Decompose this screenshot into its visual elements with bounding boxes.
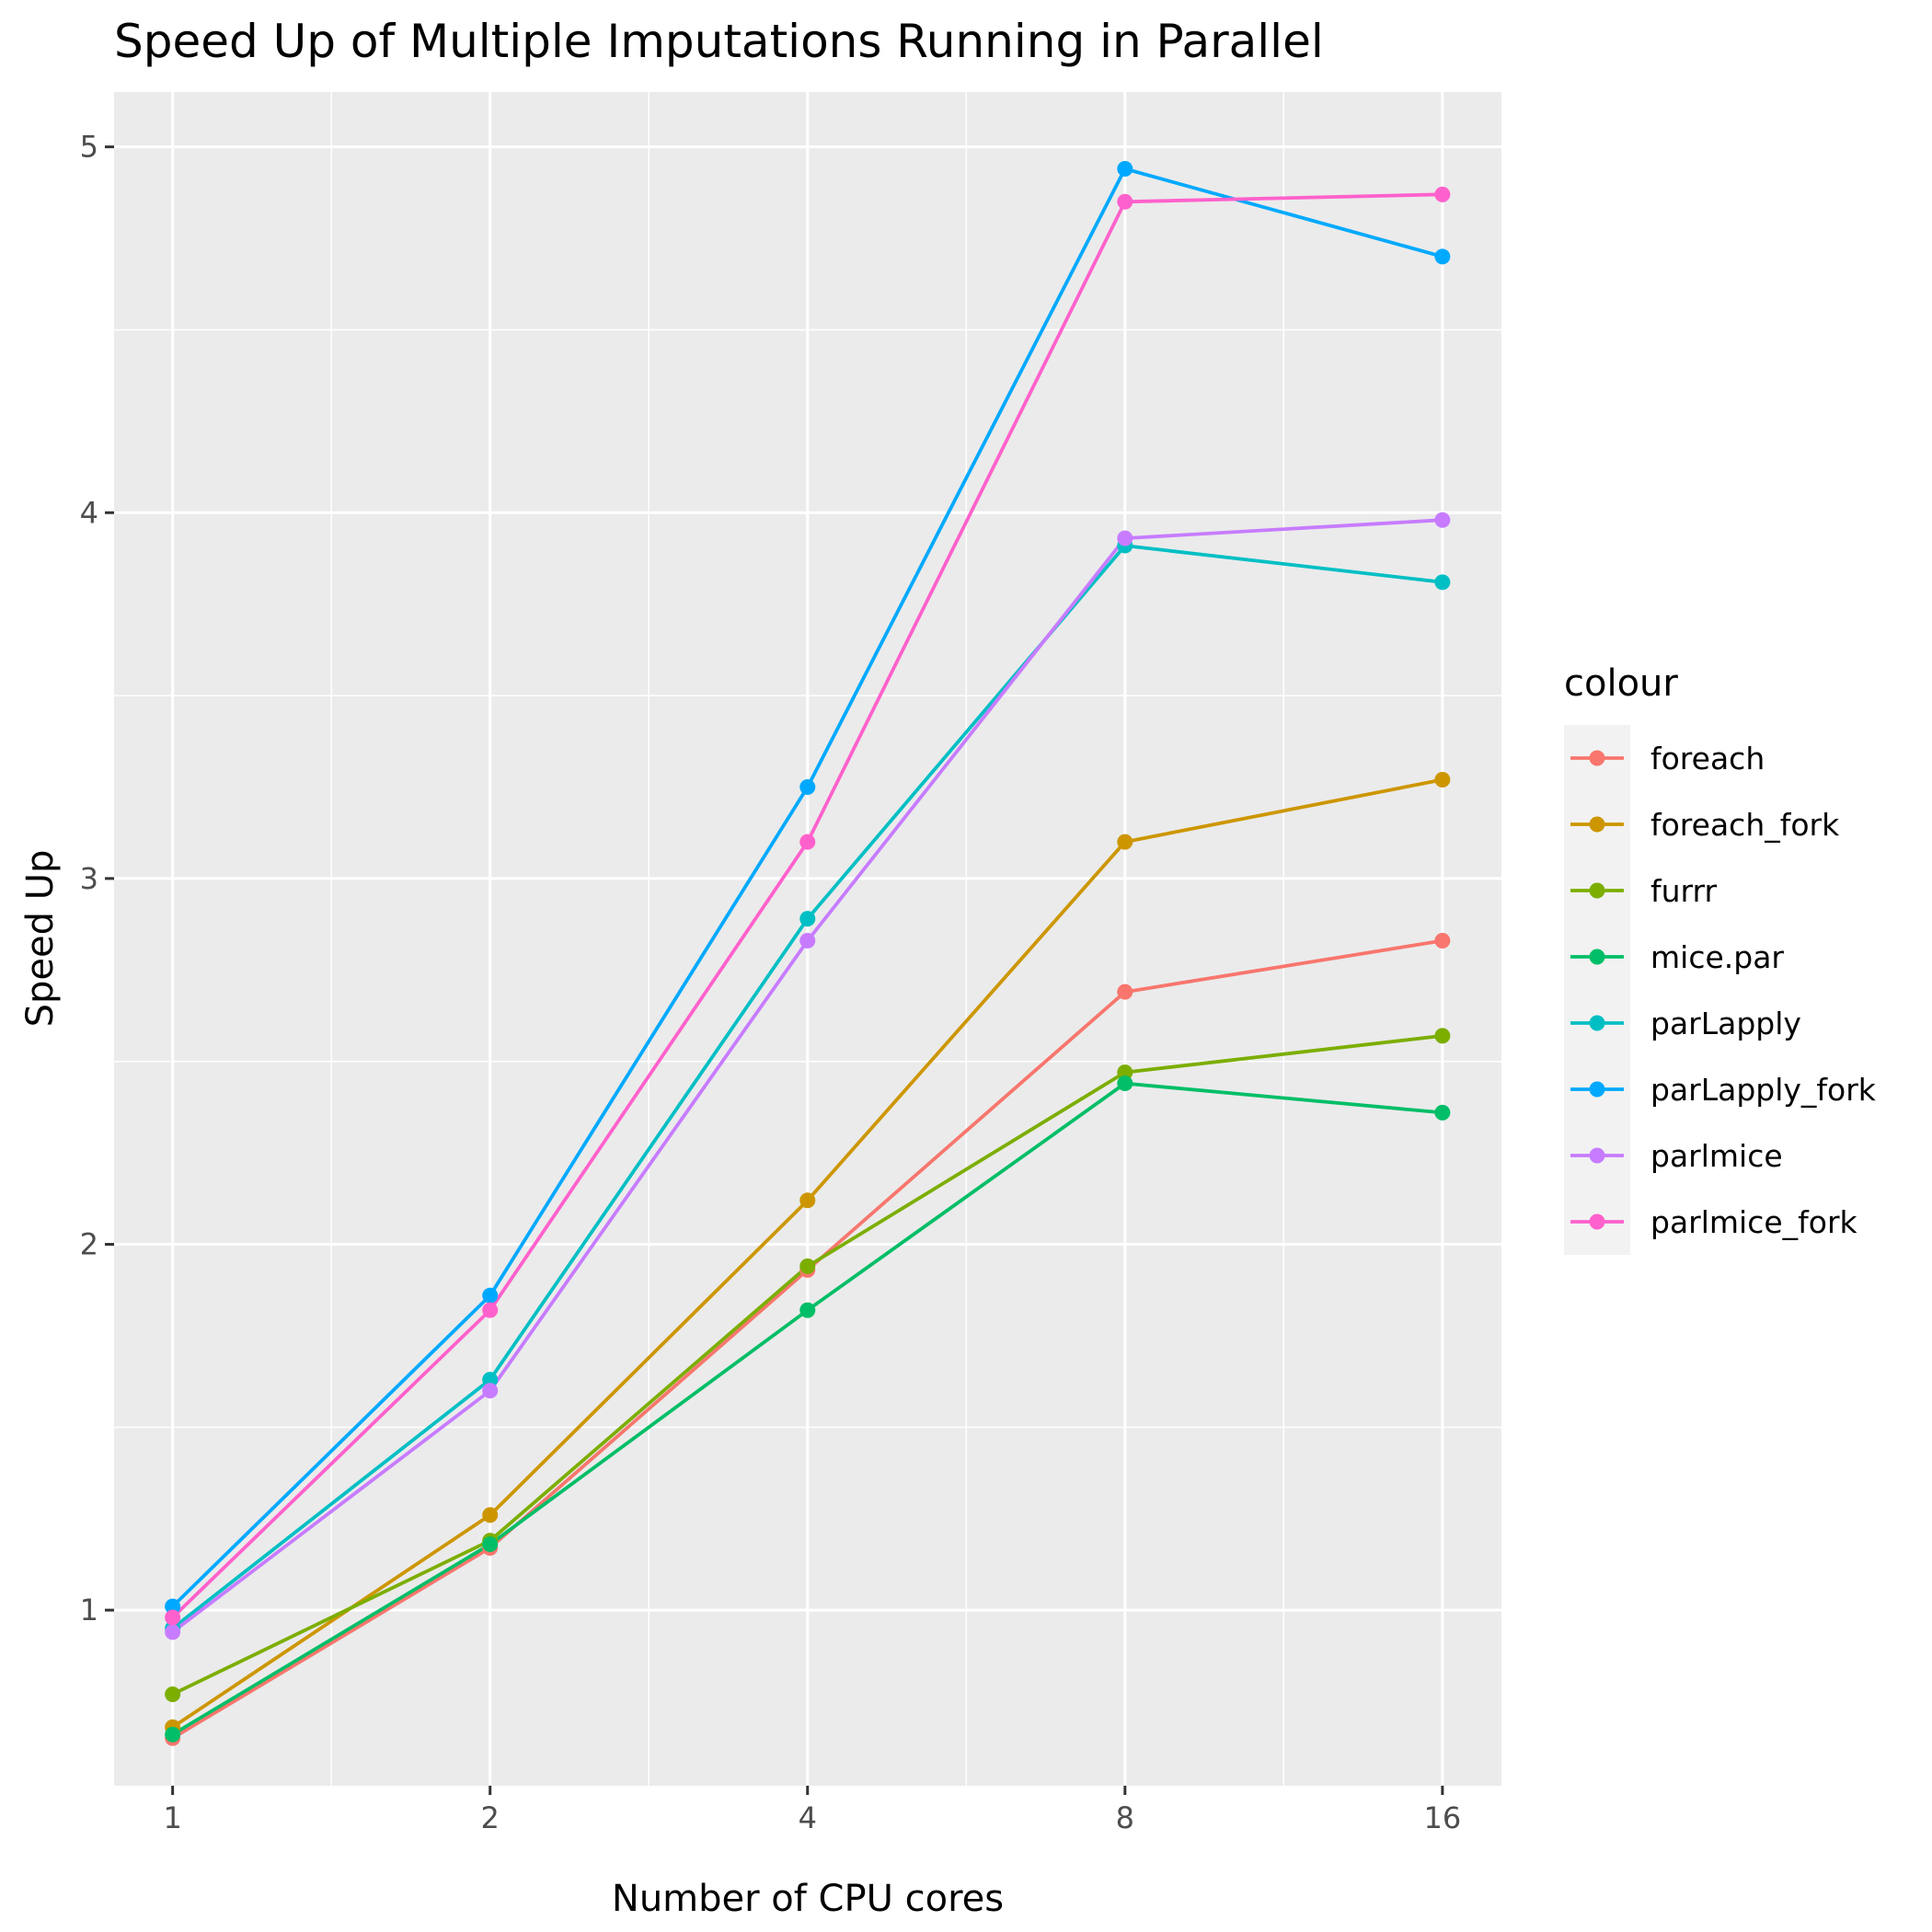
legend-key-point-foreach_fork: [1589, 816, 1605, 833]
data-point-parlmice: [1434, 512, 1451, 528]
x-tick-label: 2: [481, 1800, 500, 1835]
x-tick-label: 4: [799, 1800, 817, 1835]
data-point-mice.par: [165, 1726, 181, 1742]
data-point-mice.par: [1434, 1104, 1451, 1121]
data-point-parLapply_fork: [1434, 248, 1451, 265]
legend-label-furrr: furrr: [1650, 873, 1718, 909]
y-tick-label: 4: [80, 495, 98, 530]
data-point-parlmice: [482, 1383, 499, 1399]
chart-title: Speed Up of Multiple Imputations Running…: [114, 15, 1324, 68]
legend-key-point-parlmice_fork: [1589, 1213, 1605, 1230]
data-point-foreach_fork: [799, 1192, 816, 1209]
legend-key-point-mice.par: [1589, 949, 1605, 965]
data-point-parlmice_fork: [1117, 193, 1133, 210]
data-point-parLapply: [1434, 574, 1451, 591]
data-point-parlmice_fork: [1434, 186, 1451, 202]
legend-label-mice.par: mice.par: [1650, 939, 1784, 975]
legend-key-point-parlmice: [1589, 1147, 1605, 1164]
data-point-foreach_fork: [482, 1507, 499, 1524]
legend-key-background: [1564, 725, 1630, 1255]
data-point-parLapply_fork: [482, 1287, 499, 1304]
data-point-furrr: [1434, 1028, 1451, 1044]
y-tick-label: 1: [80, 1593, 98, 1627]
legend-key-point-furrr: [1589, 882, 1605, 899]
legend-key-point-parLapply: [1589, 1015, 1605, 1031]
x-tick-label: 16: [1424, 1800, 1462, 1835]
series-layer: [165, 161, 1451, 1746]
data-point-parlmice_fork: [165, 1609, 181, 1626]
legend-label-parLapply_fork: parLapply_fork: [1650, 1072, 1877, 1108]
data-point-parLapply: [799, 911, 816, 927]
data-point-furrr: [165, 1686, 181, 1703]
y-tick-label: 3: [80, 861, 98, 896]
data-point-mice.par: [482, 1536, 499, 1553]
y-axis-label: Speed Up: [19, 850, 62, 1028]
data-point-parlmice: [799, 932, 816, 949]
x-tick-label: 8: [1116, 1800, 1134, 1835]
legend-label-parLapply: parLapply: [1650, 1006, 1801, 1041]
data-point-mice.par: [799, 1302, 816, 1318]
data-point-parlmice_fork: [482, 1302, 499, 1318]
data-point-parLapply_fork: [799, 778, 816, 795]
data-point-parlmice_fork: [799, 834, 816, 850]
legend-label-parlmice_fork: parlmice_fork: [1650, 1204, 1858, 1240]
data-point-parlmice: [1117, 530, 1133, 546]
data-point-mice.par: [1117, 1075, 1133, 1092]
axes-layer: 1 2 4 8 16 1 2 3 4 5: [80, 130, 1462, 1835]
data-point-parlmice: [165, 1624, 181, 1640]
data-point-parLapply_fork: [1117, 161, 1133, 178]
data-point-furrr: [1117, 1064, 1133, 1081]
y-tick-label: 5: [80, 130, 98, 165]
legend-label-foreach: foreach: [1650, 741, 1765, 776]
data-point-parLapply: [482, 1372, 499, 1388]
legend-label-parlmice: parlmice: [1650, 1138, 1783, 1174]
legend-key-point-foreach: [1589, 750, 1605, 766]
data-point-foreach: [1117, 983, 1133, 1000]
legend-title: colour: [1564, 662, 1678, 705]
data-point-foreach_fork: [1434, 772, 1451, 788]
x-axis-label: Number of CPU cores: [612, 1878, 1004, 1920]
legend-label-foreach_fork: foreach_fork: [1650, 807, 1840, 843]
y-tick-label: 2: [80, 1227, 98, 1262]
data-point-furrr: [799, 1258, 816, 1274]
data-point-foreach: [1434, 932, 1451, 949]
data-point-parLapply_fork: [165, 1598, 181, 1615]
legend-key-point-parLapply_fork: [1589, 1081, 1605, 1098]
x-tick-label: 1: [163, 1800, 181, 1835]
data-point-foreach_fork: [1117, 834, 1133, 850]
